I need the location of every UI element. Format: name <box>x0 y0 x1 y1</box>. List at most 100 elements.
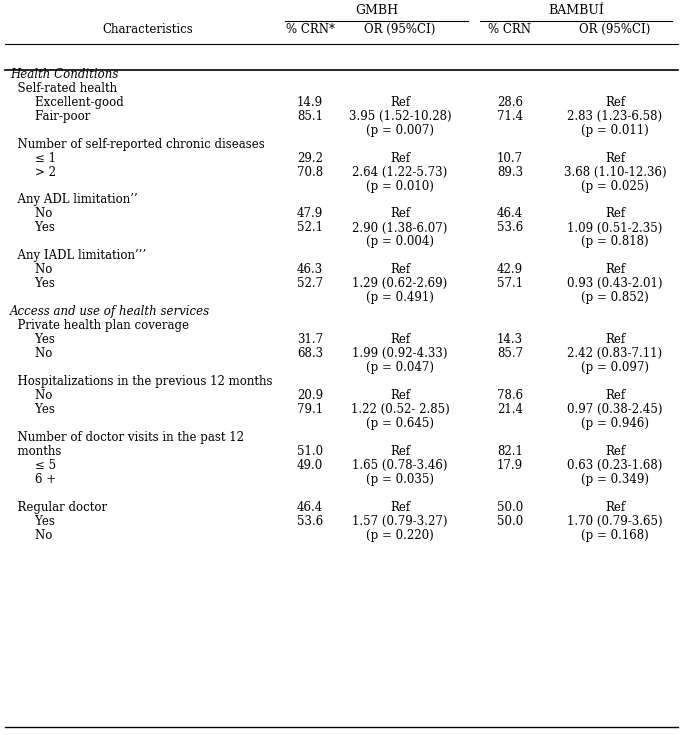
Text: 79.1: 79.1 <box>297 404 323 416</box>
Text: 53.6: 53.6 <box>297 515 323 528</box>
Text: No: No <box>20 348 52 360</box>
Text: BAMBUÍ: BAMBUÍ <box>548 4 604 17</box>
Text: 28.6: 28.6 <box>497 96 523 109</box>
Text: Ref: Ref <box>390 501 410 514</box>
Text: 70.8: 70.8 <box>297 165 323 179</box>
Text: 89.3: 89.3 <box>497 165 523 179</box>
Text: Ref: Ref <box>390 207 410 220</box>
Text: Ref: Ref <box>605 96 625 109</box>
Text: 2.90 (1.38-6.07): 2.90 (1.38-6.07) <box>352 221 447 234</box>
Text: 46.3: 46.3 <box>297 263 323 276</box>
Text: 2.83 (1.23-6.58): 2.83 (1.23-6.58) <box>567 110 662 123</box>
Text: Ref: Ref <box>390 334 410 346</box>
Text: 3.68 (1.10-12.36): 3.68 (1.10-12.36) <box>564 165 667 179</box>
Text: Any ADL limitation’’: Any ADL limitation’’ <box>10 193 138 207</box>
Text: Yes: Yes <box>20 404 55 416</box>
Text: Ref: Ref <box>390 263 410 276</box>
Text: Hospitalizations in the previous 12 months: Hospitalizations in the previous 12 mont… <box>10 376 272 388</box>
Text: 1.09 (0.51-2.35): 1.09 (0.51-2.35) <box>567 221 662 234</box>
Text: (p = 0.025): (p = 0.025) <box>581 179 649 193</box>
Text: 1.99 (0.92-4.33): 1.99 (0.92-4.33) <box>352 348 447 360</box>
Text: 85.7: 85.7 <box>497 348 523 360</box>
Text: 1.57 (0.79-3.27): 1.57 (0.79-3.27) <box>352 515 447 528</box>
Text: (p = 0.097): (p = 0.097) <box>581 362 649 374</box>
Text: No: No <box>20 207 52 220</box>
Text: Ref: Ref <box>605 207 625 220</box>
Text: 6 +: 6 + <box>20 473 56 487</box>
Text: (p = 0.645): (p = 0.645) <box>366 417 434 430</box>
Text: 52.1: 52.1 <box>297 221 323 234</box>
Text: Fair-poor: Fair-poor <box>20 110 90 123</box>
Text: Ref: Ref <box>605 501 625 514</box>
Text: 2.42 (0.83-7.11): 2.42 (0.83-7.11) <box>567 348 662 360</box>
Text: 57.1: 57.1 <box>497 277 523 290</box>
Text: 14.3: 14.3 <box>497 334 523 346</box>
Text: 29.2: 29.2 <box>297 151 323 165</box>
Text: 85.1: 85.1 <box>297 110 323 123</box>
Text: Health Conditions: Health Conditions <box>10 68 119 81</box>
Text: 1.65 (0.78-3.46): 1.65 (0.78-3.46) <box>352 459 447 473</box>
Text: 1.29 (0.62-2.69): 1.29 (0.62-2.69) <box>352 277 447 290</box>
Text: 50.0: 50.0 <box>497 515 523 528</box>
Text: Ref: Ref <box>390 445 410 458</box>
Text: Number of doctor visits in the past 12: Number of doctor visits in the past 12 <box>10 431 244 444</box>
Text: Private health plan coverage: Private health plan coverage <box>10 320 189 332</box>
Text: (p = 0.220): (p = 0.220) <box>366 529 434 542</box>
Text: Regular doctor: Regular doctor <box>10 501 107 514</box>
Text: (p = 0.491): (p = 0.491) <box>366 291 434 304</box>
Text: No: No <box>20 263 52 276</box>
Text: 1.22 (0.52- 2.85): 1.22 (0.52- 2.85) <box>350 404 450 416</box>
Text: Ref: Ref <box>605 445 625 458</box>
Text: 3.95 (1.52-10.28): 3.95 (1.52-10.28) <box>349 110 452 123</box>
Text: Excellent-good: Excellent-good <box>20 96 124 109</box>
Text: 46.4: 46.4 <box>297 501 323 514</box>
Text: 21.4: 21.4 <box>497 404 523 416</box>
Text: ≤ 5: ≤ 5 <box>20 459 56 473</box>
Text: 50.0: 50.0 <box>497 501 523 514</box>
Text: No: No <box>20 390 52 402</box>
Text: (p = 0.852): (p = 0.852) <box>581 291 649 304</box>
Text: (p = 0.010): (p = 0.010) <box>366 179 434 193</box>
Text: months: months <box>10 445 61 458</box>
Text: Ref: Ref <box>605 263 625 276</box>
Text: Yes: Yes <box>20 334 55 346</box>
Text: Any IADL limitation’’’: Any IADL limitation’’’ <box>10 249 147 262</box>
Text: > 2: > 2 <box>20 165 56 179</box>
Text: (p = 0.047): (p = 0.047) <box>366 362 434 374</box>
Text: Ref: Ref <box>390 390 410 402</box>
Text: 10.7: 10.7 <box>497 151 523 165</box>
Text: 82.1: 82.1 <box>497 445 523 458</box>
Text: GMBH: GMBH <box>355 4 398 17</box>
Text: 17.9: 17.9 <box>497 459 523 473</box>
Text: Ref: Ref <box>605 334 625 346</box>
Text: 42.9: 42.9 <box>497 263 523 276</box>
Text: 47.9: 47.9 <box>297 207 323 220</box>
Text: 68.3: 68.3 <box>297 348 323 360</box>
Text: Number of self-reported chronic diseases: Number of self-reported chronic diseases <box>10 137 265 151</box>
Text: Yes: Yes <box>20 277 55 290</box>
Text: (p = 0.349): (p = 0.349) <box>581 473 649 487</box>
Text: 0.93 (0.43-2.01): 0.93 (0.43-2.01) <box>567 277 662 290</box>
Text: (p = 0.011): (p = 0.011) <box>581 123 649 137</box>
Text: Yes: Yes <box>20 221 55 234</box>
Text: 1.70 (0.79-3.65): 1.70 (0.79-3.65) <box>567 515 663 528</box>
Text: 14.9: 14.9 <box>297 96 323 109</box>
Text: OR (95%CI): OR (95%CI) <box>364 23 436 36</box>
Text: 49.0: 49.0 <box>297 459 323 473</box>
Text: 71.4: 71.4 <box>497 110 523 123</box>
Text: 52.7: 52.7 <box>297 277 323 290</box>
Text: Self-rated health: Self-rated health <box>10 82 117 95</box>
Text: 46.4: 46.4 <box>497 207 523 220</box>
Text: (p = 0.004): (p = 0.004) <box>366 235 434 248</box>
Text: Access and use of health services: Access and use of health services <box>10 305 210 318</box>
Text: Characteristics: Characteristics <box>103 23 193 36</box>
Text: (p = 0.818): (p = 0.818) <box>581 235 649 248</box>
Text: Ref: Ref <box>605 390 625 402</box>
Text: (p = 0.946): (p = 0.946) <box>581 417 649 430</box>
Text: 20.9: 20.9 <box>297 390 323 402</box>
Text: Ref: Ref <box>390 151 410 165</box>
Text: Ref: Ref <box>390 96 410 109</box>
Text: 0.63 (0.23-1.68): 0.63 (0.23-1.68) <box>567 459 662 473</box>
Text: 31.7: 31.7 <box>297 334 323 346</box>
Text: % CRN: % CRN <box>489 23 531 36</box>
